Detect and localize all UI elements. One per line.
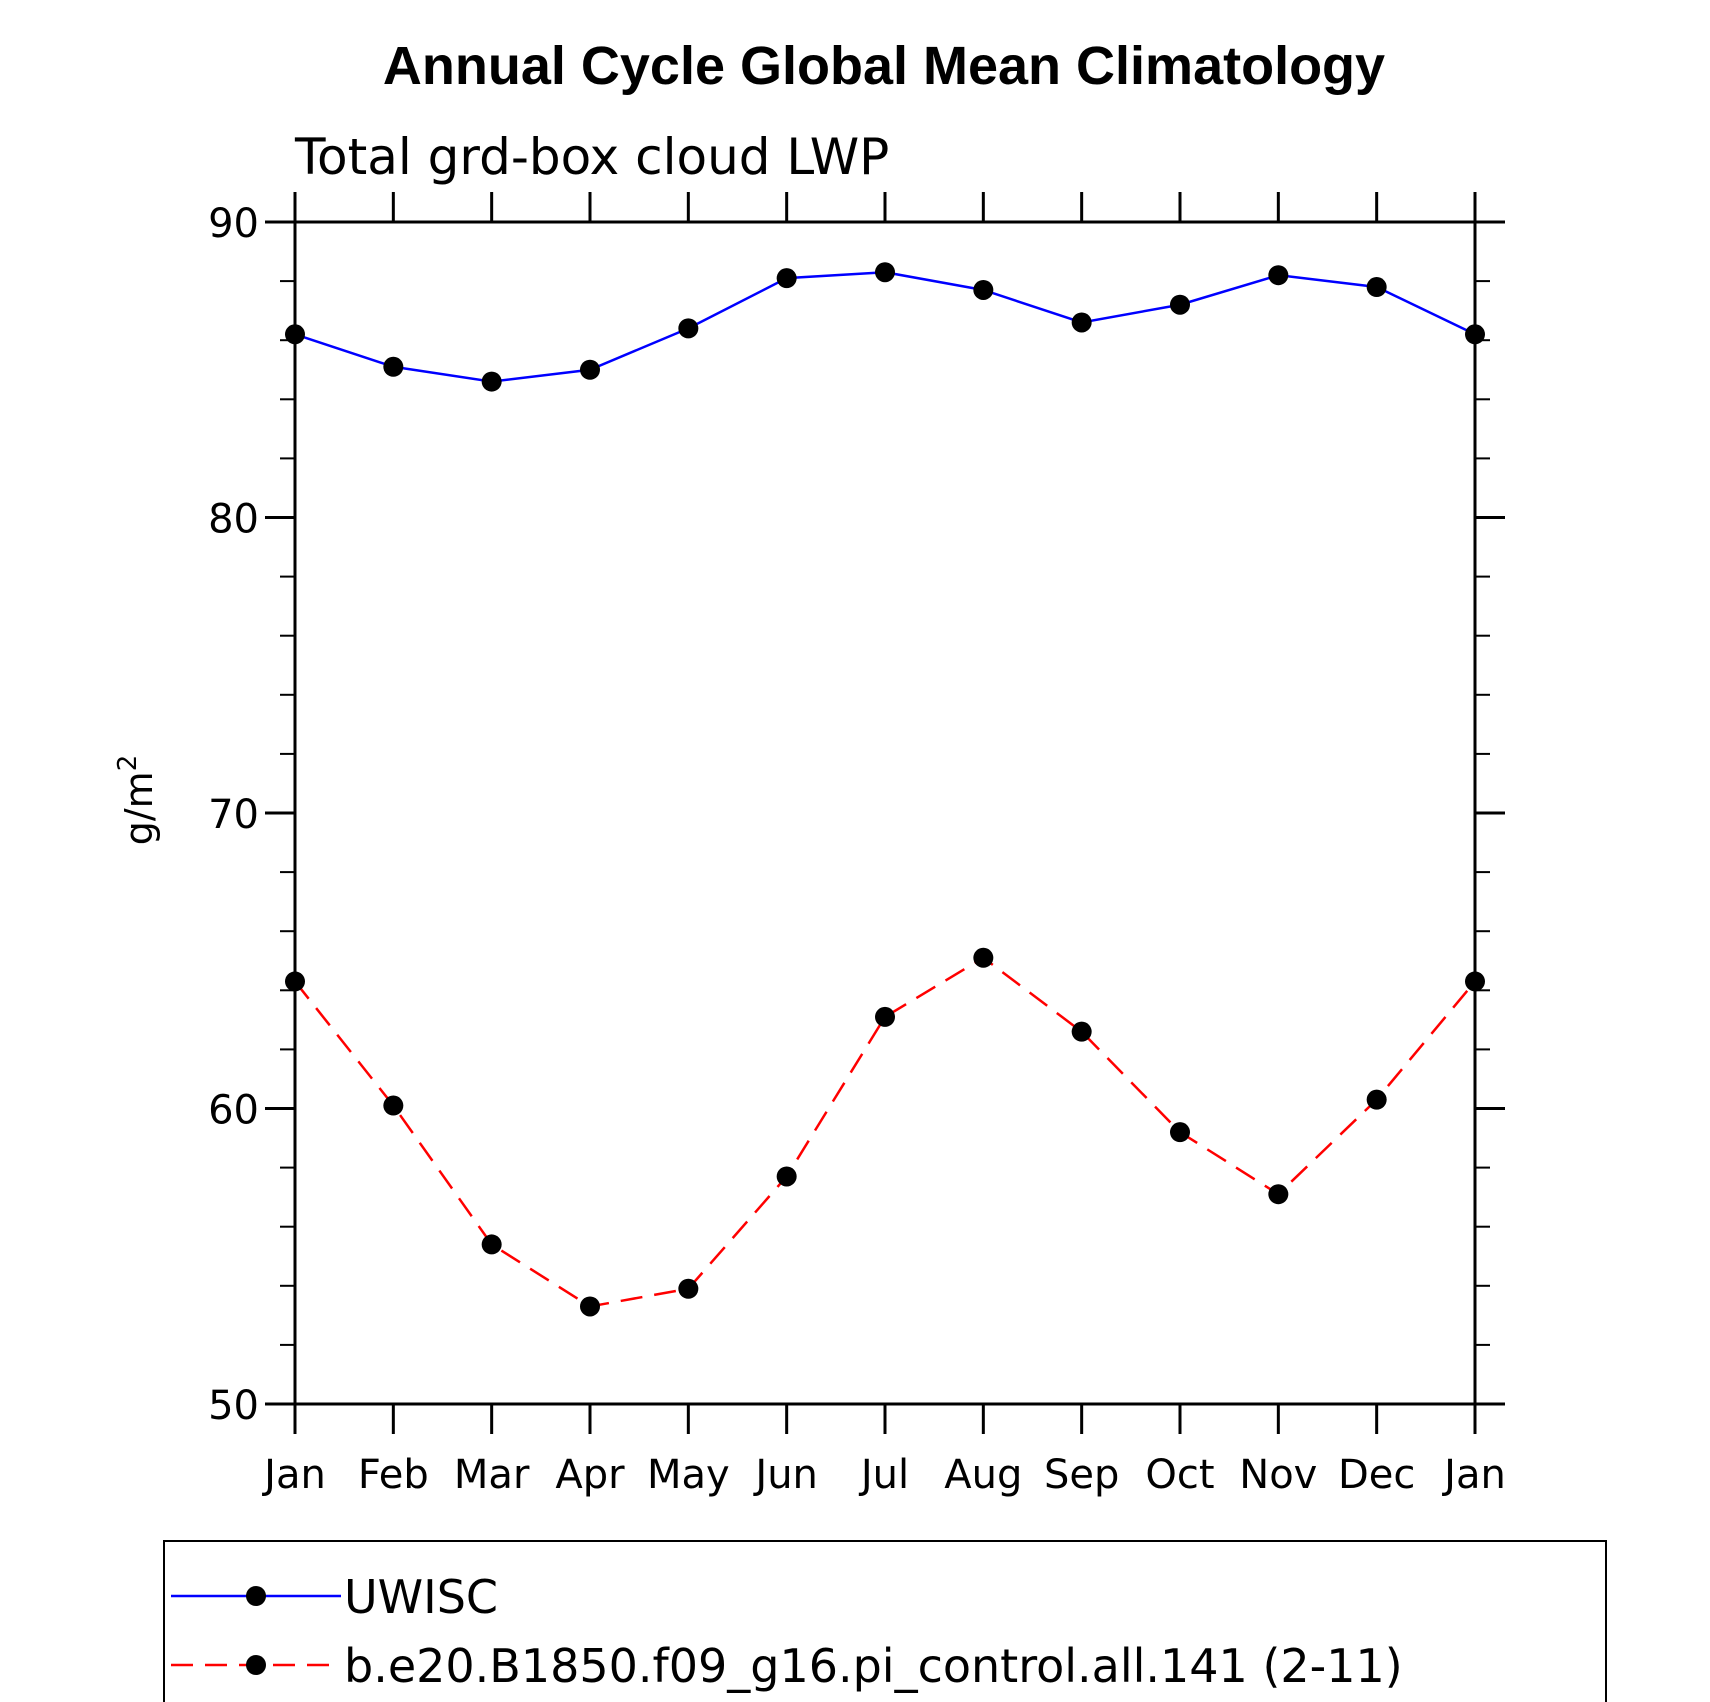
legend-marker-2 — [246, 1655, 266, 1675]
series-2-point — [383, 1095, 404, 1116]
series-1-point — [1071, 312, 1092, 333]
legend-marker-1 — [246, 1586, 266, 1606]
series-1-point — [481, 371, 502, 392]
y-tick-label: 70 — [208, 792, 259, 838]
series-1-point — [1170, 294, 1190, 315]
series-1-point — [580, 359, 600, 380]
series-2-point — [973, 947, 994, 968]
series-1-point — [285, 324, 305, 345]
plot-frame — [293, 220, 1477, 1406]
x-tick-label: May — [647, 1452, 730, 1498]
x-tick-label: Jul — [858, 1452, 909, 1498]
series-2-point — [678, 1278, 699, 1299]
series-1-point — [1366, 277, 1387, 298]
x-tick-label: Dec — [1338, 1452, 1415, 1498]
series-1-point — [1268, 265, 1289, 286]
x-tick-label: Oct — [1145, 1452, 1214, 1498]
y-tick-label: 90 — [208, 201, 259, 247]
x-tick-label: Mar — [454, 1452, 530, 1498]
y-axis-label-base: g/m — [117, 771, 161, 845]
series-1-point — [776, 268, 797, 289]
series-1-point — [1465, 324, 1485, 345]
y-tick-label: 50 — [208, 1383, 259, 1429]
series-1-point — [973, 279, 994, 300]
legend-label-1: UWISC — [344, 1570, 498, 1624]
svg-text:g/m2: g/m2 — [113, 755, 161, 846]
series-2-point — [1465, 971, 1485, 992]
y-tick-label: 80 — [208, 497, 259, 543]
x-tick-label: Sep — [1044, 1452, 1119, 1498]
series-layer — [285, 262, 1485, 1317]
x-tick-label: Jan — [261, 1452, 326, 1498]
x-tick-label: Apr — [555, 1452, 625, 1498]
series-2-point — [1268, 1184, 1289, 1205]
y-axis-label-superscript: 2 — [113, 755, 143, 772]
legend-label-2: b.e20.B1850.f09_g16.pi_control.all.141 (… — [344, 1639, 1403, 1693]
series-2-point — [1170, 1122, 1190, 1143]
series-2-point — [1071, 1021, 1092, 1042]
series-1-point — [678, 318, 699, 339]
y-axis-label: g/m2 — [113, 755, 161, 846]
axis-ticks — [265, 192, 1505, 1434]
axis-tick-labels: Jan Feb Mar Apr May Jun Jul Aug Sep Oct Nov Dec Jan5… — [208, 201, 1506, 1498]
series-1-point — [875, 262, 895, 283]
series-line-1 — [294, 270, 1476, 383]
series-2-point — [1366, 1089, 1387, 1110]
x-tick-label: Jun — [752, 1452, 818, 1498]
x-tick-label: Feb — [358, 1452, 429, 1498]
series-2-point — [776, 1166, 797, 1187]
chart-title: Annual Cycle Global Mean Climatology — [383, 36, 1385, 96]
chart-subtitle: Total grd-box cloud LWP — [294, 128, 889, 186]
x-tick-label: Aug — [944, 1452, 1022, 1498]
series-2-point — [481, 1234, 502, 1255]
legend-box — [163, 1540, 1607, 1702]
series-2-point — [285, 971, 305, 992]
series-1-point — [383, 356, 404, 377]
legend: UWISC b.e20.B1850.f09_g16.pi_control.all.… — [163, 1540, 1607, 1702]
series-2-point — [580, 1296, 600, 1317]
series-2-point — [875, 1006, 895, 1027]
x-tick-label: Jan — [1441, 1452, 1506, 1498]
y-tick-label: 60 — [208, 1088, 259, 1134]
x-tick-label: Nov — [1239, 1452, 1317, 1498]
